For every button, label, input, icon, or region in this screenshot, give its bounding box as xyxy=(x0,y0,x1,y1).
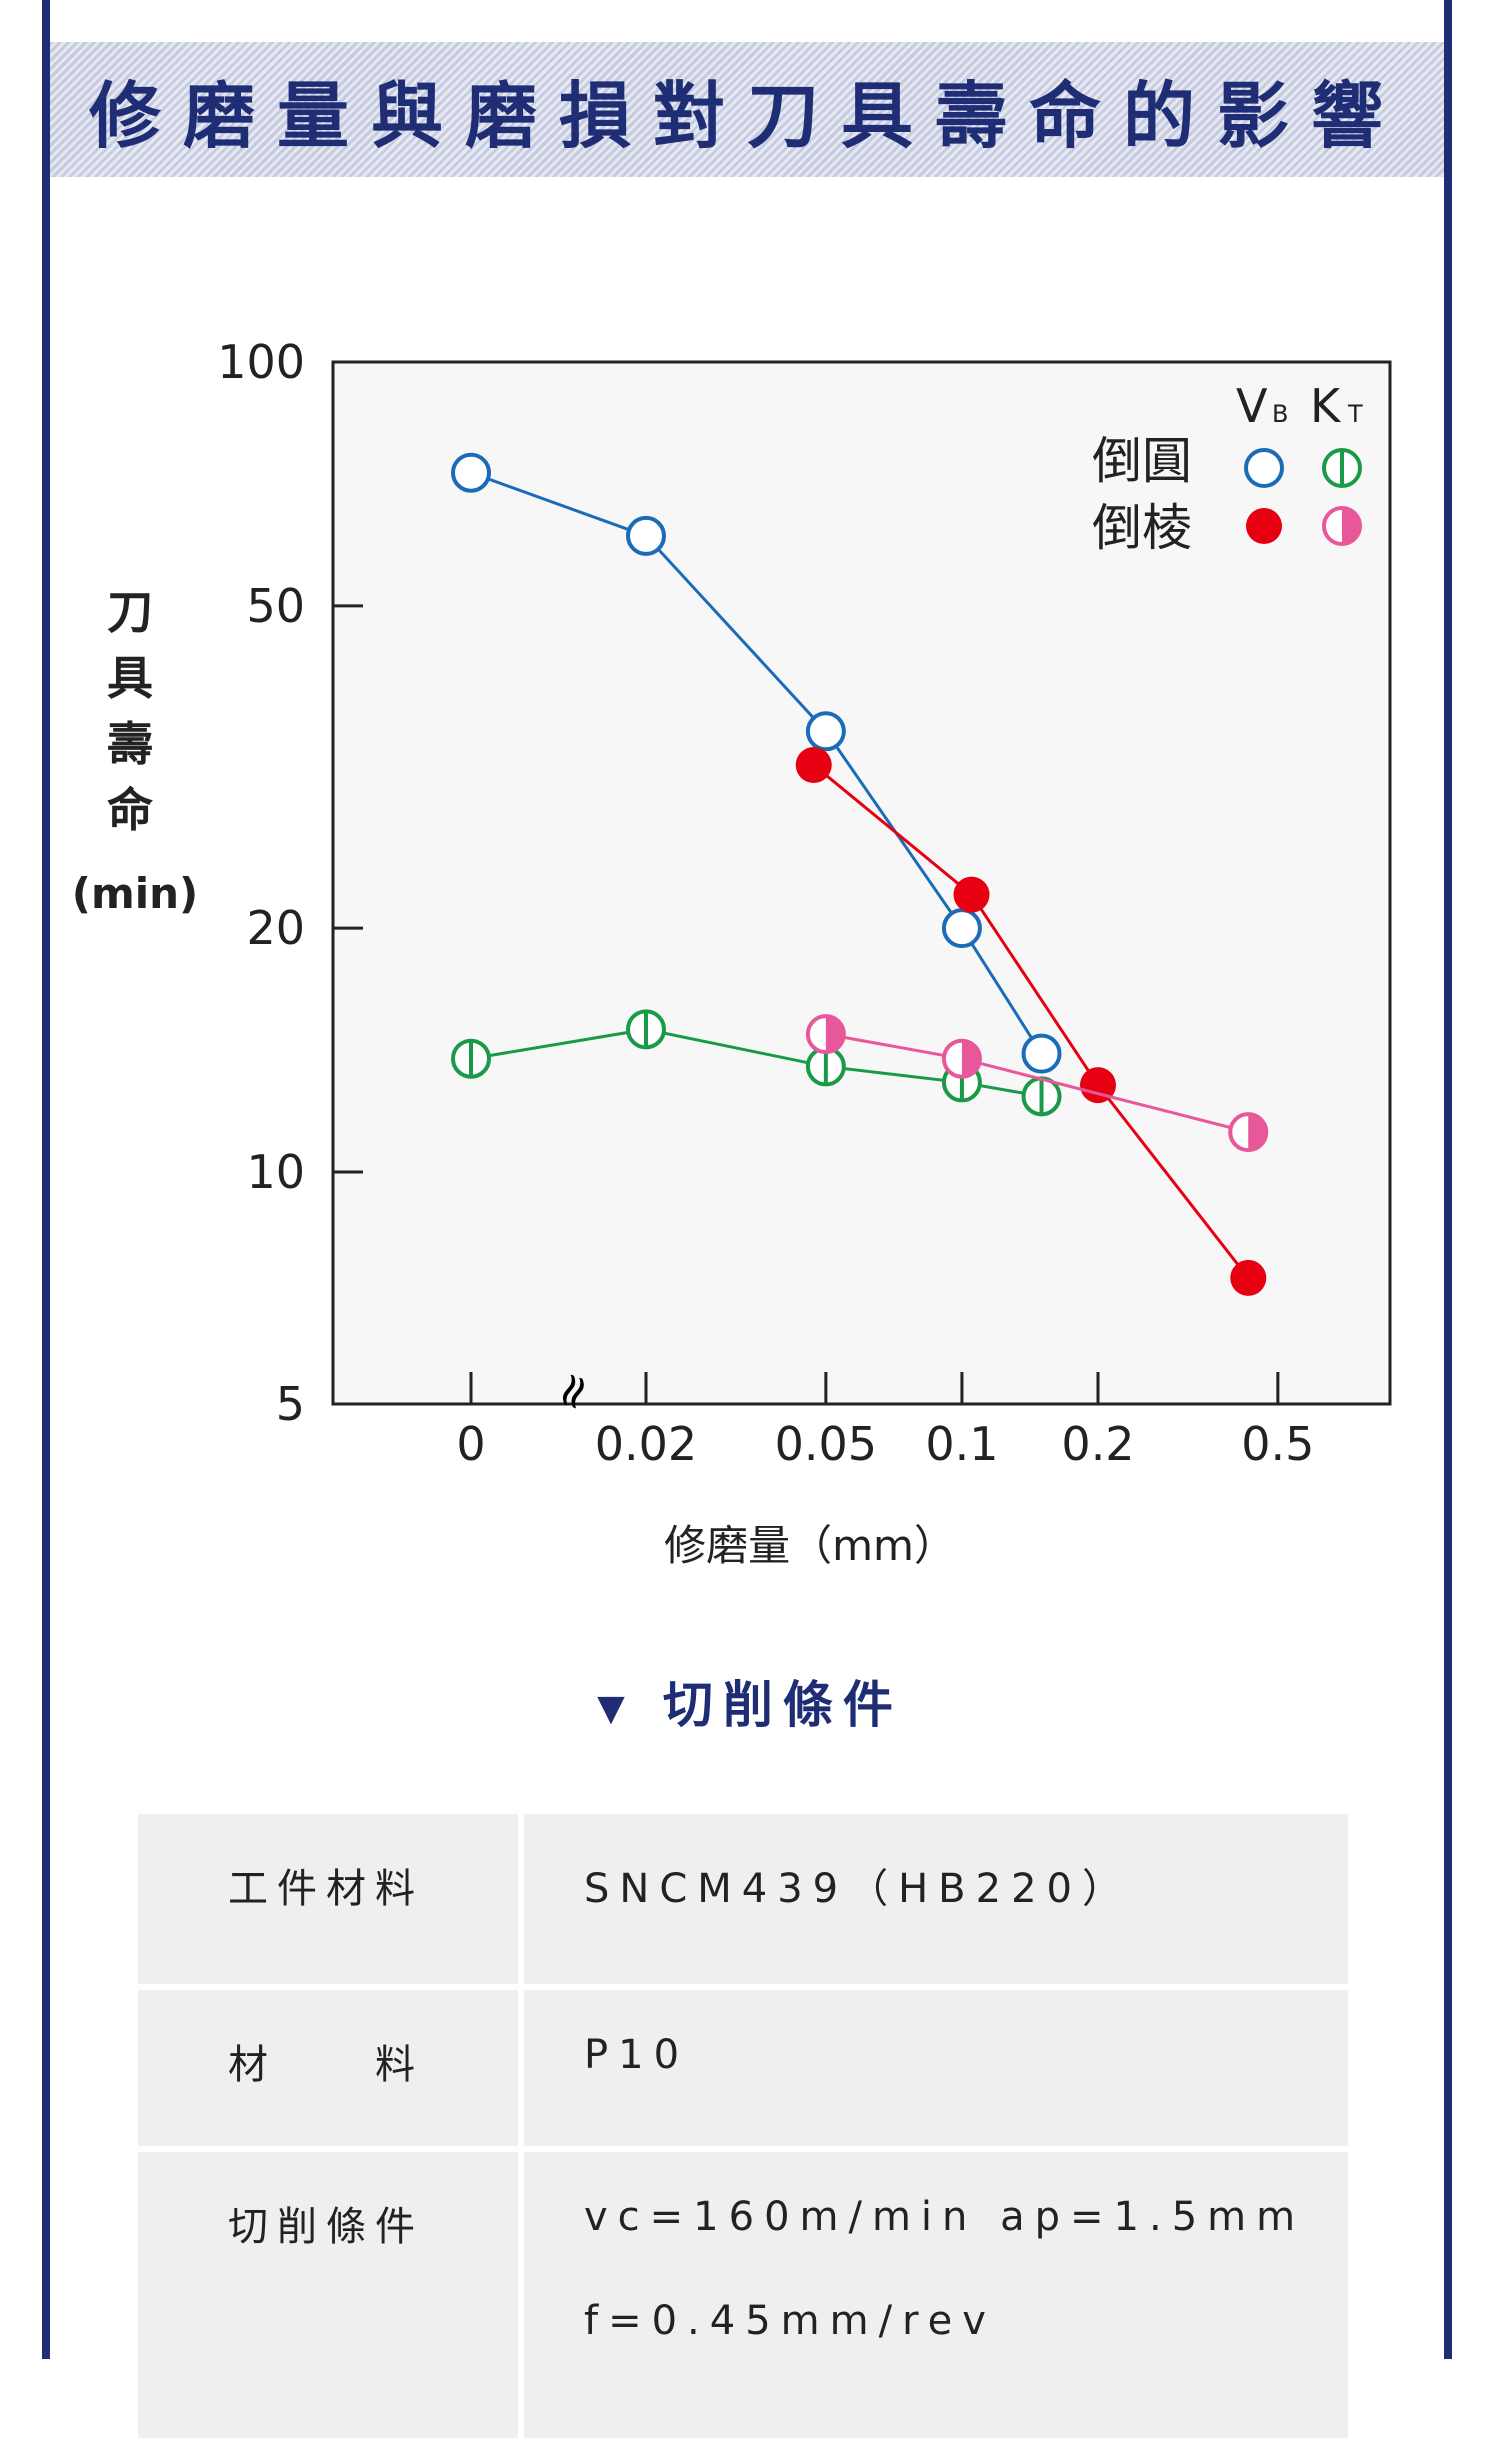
row-key: 工件材料 xyxy=(138,1814,518,1984)
y-tick-label: 5 xyxy=(276,1377,305,1431)
x-tick-label: 0.02 xyxy=(595,1417,697,1471)
row-value: vc=160m/min ap=1.5mm f=0.45mm/rev xyxy=(524,2152,1348,2438)
row-key: 切削條件 xyxy=(138,2152,518,2438)
table-row: 材 料 P10 xyxy=(138,1990,1348,2146)
x-tick-label: 0 xyxy=(456,1417,485,1471)
data-point xyxy=(795,747,832,784)
data-point xyxy=(953,876,990,913)
conditions-heading: ▼ 切削條件 xyxy=(0,1665,1500,1737)
row-key: 材 料 xyxy=(138,1990,518,2146)
row-value: SNCM439（HB220） xyxy=(524,1814,1348,1984)
legend-round: 倒圓 xyxy=(1092,432,1192,490)
x-tick-label: 0.1 xyxy=(925,1417,998,1471)
row-value: P10 xyxy=(524,1990,1348,2146)
data-point-mark xyxy=(961,1040,980,1077)
series-倒棱-VB xyxy=(795,747,1267,1296)
legend-kt-sub: T xyxy=(1347,400,1363,428)
row-value-line1: vc=160m/min ap=1.5mm xyxy=(584,2194,1306,2240)
data-point xyxy=(941,908,982,949)
x-tick-label: 0.2 xyxy=(1061,1417,1134,1471)
y-axis-label-char: 命 xyxy=(107,783,153,837)
page-title: 修磨量與磨損對刀具壽命的影響 xyxy=(88,74,1405,158)
y-axis-label-char: 刀 xyxy=(107,585,153,639)
y-tick-label: 100 xyxy=(217,335,305,389)
data-point-mark xyxy=(825,1016,844,1053)
y-axis-unit: (min) xyxy=(72,869,198,918)
table-row: 切削條件 vc=160m/min ap=1.5mm f=0.45mm/rev xyxy=(138,2152,1348,2438)
left-border xyxy=(42,0,50,2359)
plot-area xyxy=(331,360,1392,1406)
conditions-table: 工件材料 SNCM439（HB220） 材 料 P10 切削條件 vc=160m/mi… xyxy=(132,1808,1354,2444)
data-point xyxy=(805,711,846,752)
data-point xyxy=(1244,448,1284,488)
conditions-heading-text: 切削條件 xyxy=(662,1676,903,1734)
legend-vb-sub: B xyxy=(1272,400,1288,428)
triangle-down-icon: ▼ xyxy=(597,1688,635,1729)
data-point xyxy=(1021,1033,1062,1074)
data-point-mark xyxy=(1342,508,1360,544)
x-axis-label: 修磨量（mm） xyxy=(664,1521,956,1570)
legend-chamfer: 倒棱 xyxy=(1092,499,1192,557)
y-tick-label: 50 xyxy=(246,579,305,633)
title-banner: 修磨量與磨損對刀具壽命的影響 xyxy=(50,42,1444,177)
data-point xyxy=(451,452,491,493)
y-axis-label-char: 壽 xyxy=(107,717,153,771)
data-point-mark xyxy=(1248,1114,1267,1151)
y-tick-label: 20 xyxy=(246,901,305,955)
y-axis-label-char: 具 xyxy=(107,651,153,705)
y-tick-label: 10 xyxy=(246,1145,305,1199)
x-tick-label: 0.5 xyxy=(1241,1417,1314,1471)
data-point xyxy=(1230,1259,1267,1296)
table-row: 工件材料 SNCM439（HB220） xyxy=(138,1814,1348,1984)
legend-vb: V xyxy=(1236,379,1268,433)
right-border xyxy=(1444,0,1452,2359)
series-line xyxy=(812,763,1250,1279)
series-倒圓-VB xyxy=(451,452,1062,1074)
x-tick-label: 0.05 xyxy=(775,1417,877,1471)
row-value-line2: f=0.45mm/rev xyxy=(584,2298,996,2344)
legend-kt: K xyxy=(1310,379,1342,433)
data-point xyxy=(1080,1067,1116,1104)
data-point xyxy=(1246,508,1282,544)
data-point xyxy=(626,515,666,556)
series-倒棱-KT xyxy=(805,1014,1269,1153)
